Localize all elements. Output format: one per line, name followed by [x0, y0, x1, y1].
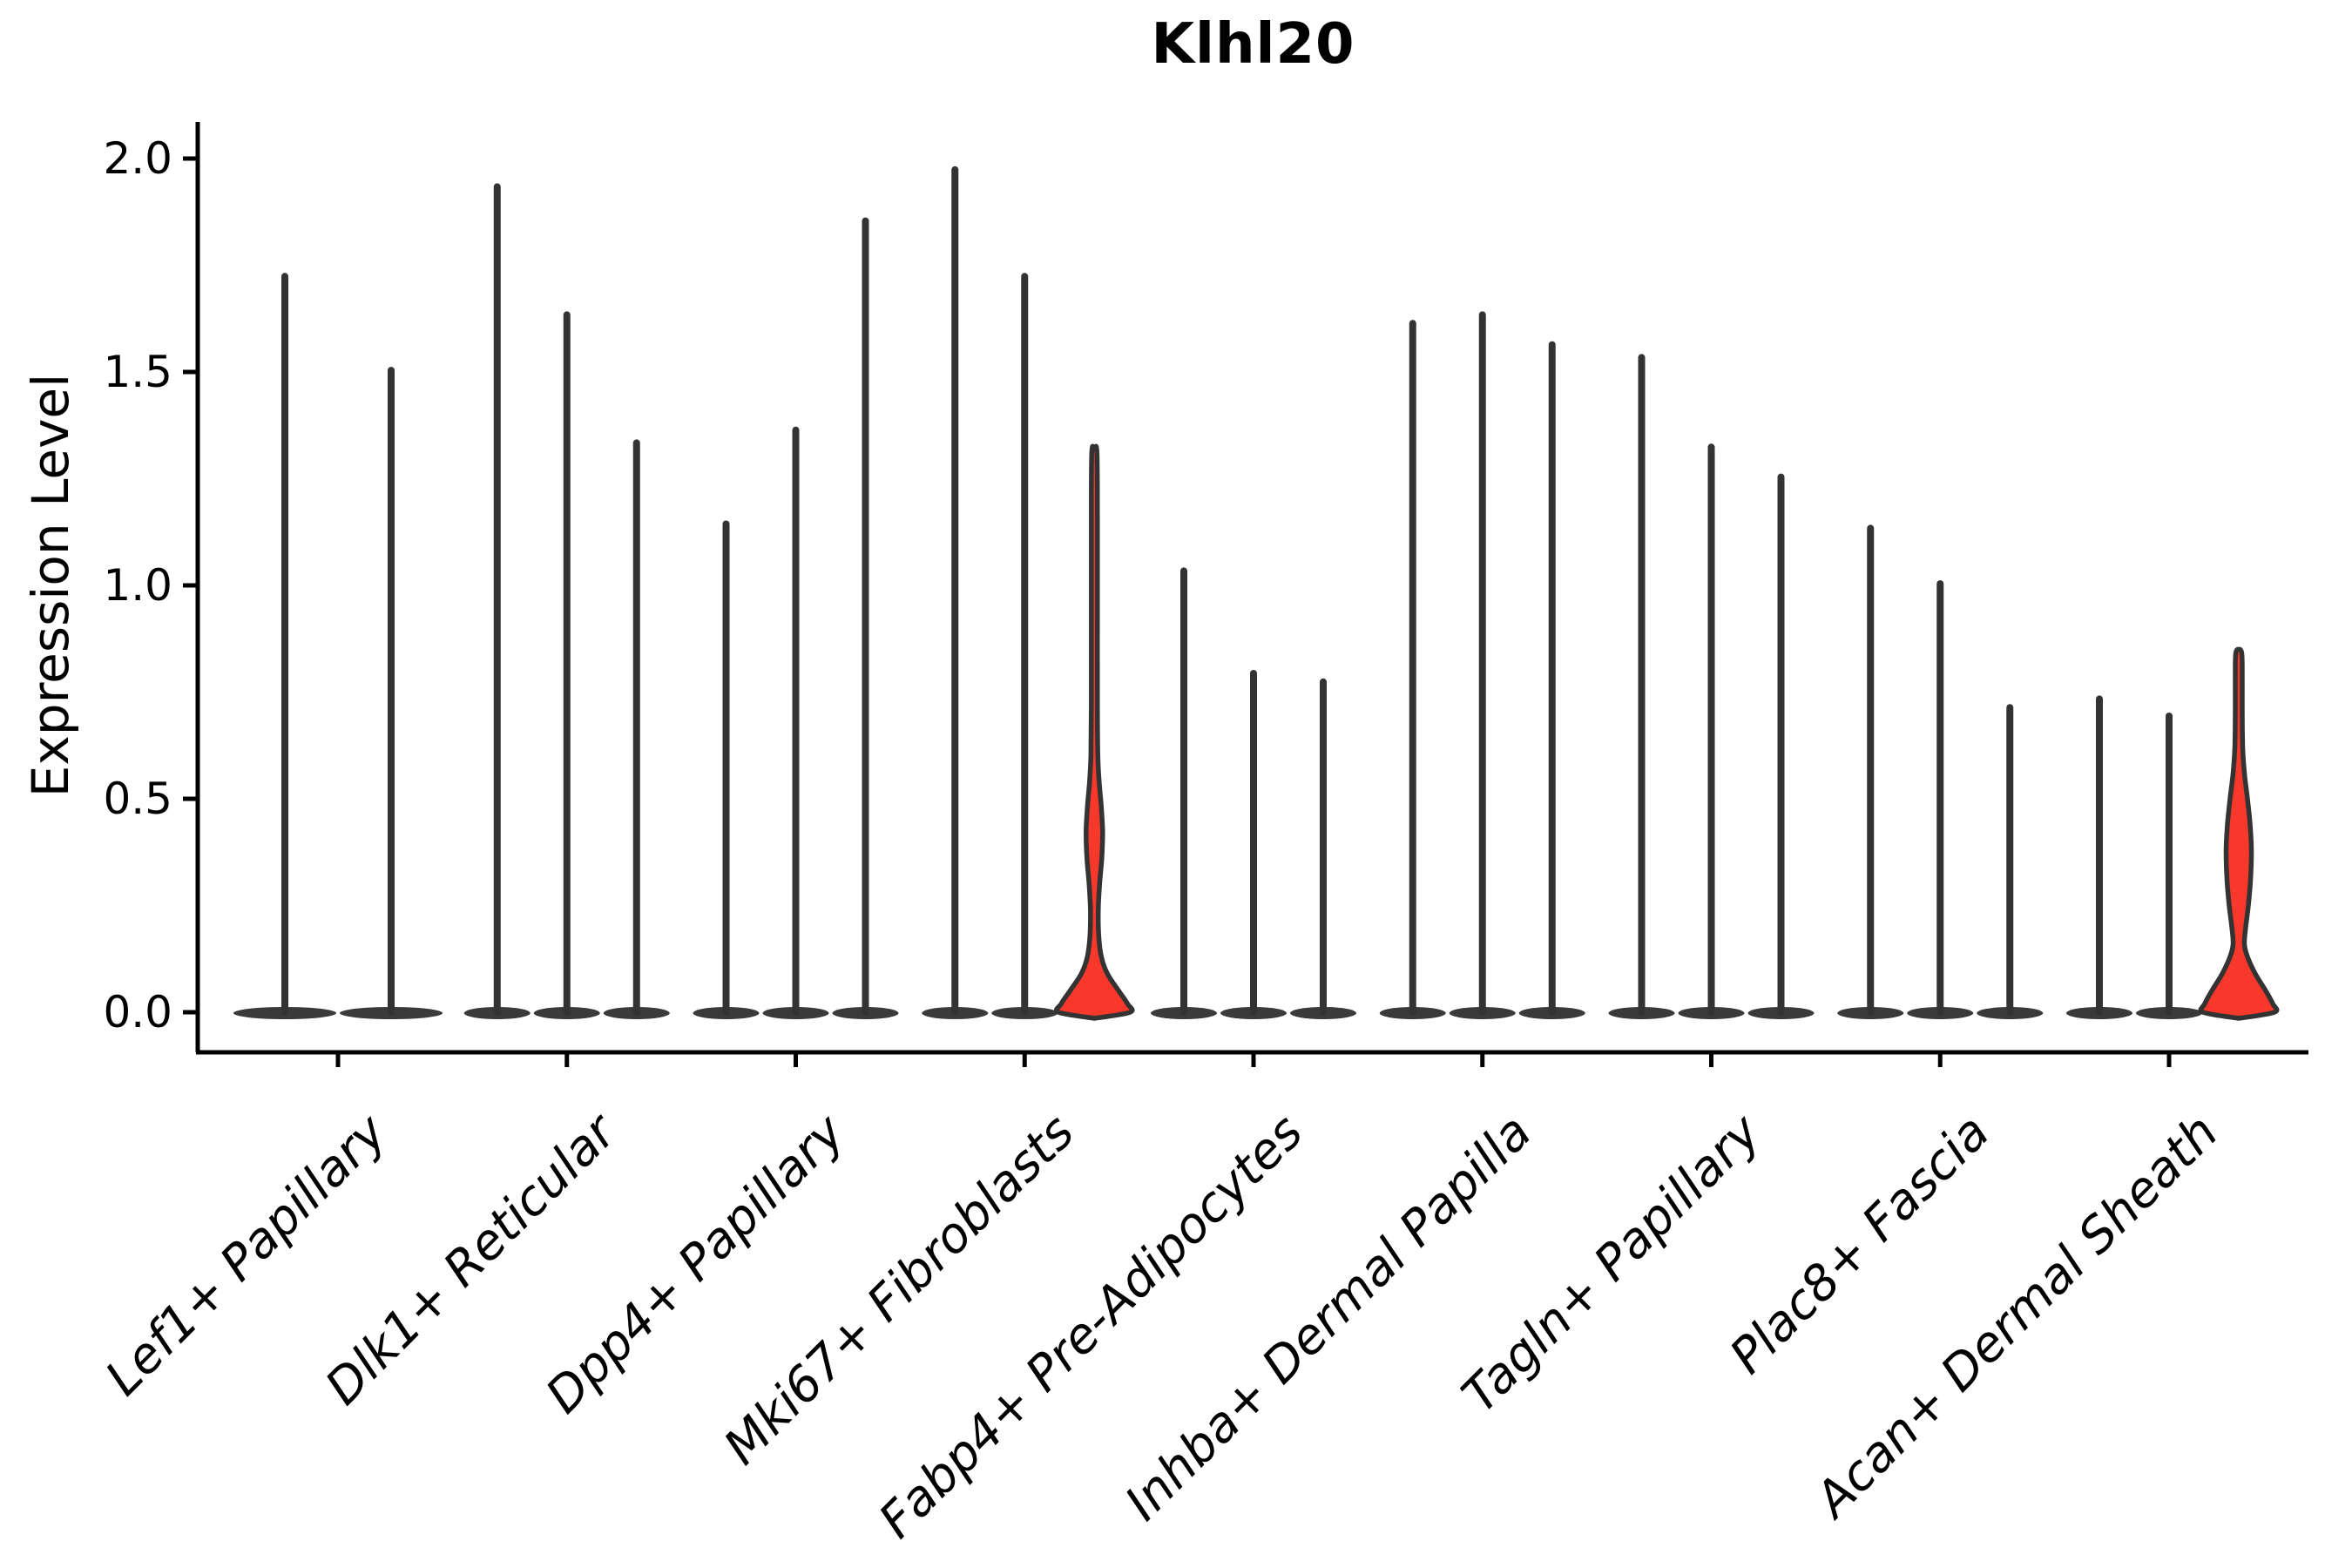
highlight-violin — [2198, 646, 2280, 1021]
plot-title: Klhl20 — [1151, 12, 1355, 77]
y-tick-label: 1.0 — [103, 560, 172, 611]
y-tick-label: 0.0 — [103, 987, 172, 1037]
y-tick-label: 2.0 — [103, 133, 172, 184]
y-tick-label: 0.5 — [103, 774, 172, 824]
y-axis-label: Expression Level — [21, 373, 80, 798]
y-tick-label: 1.5 — [103, 347, 172, 397]
highlight-violin — [1054, 443, 1135, 1021]
